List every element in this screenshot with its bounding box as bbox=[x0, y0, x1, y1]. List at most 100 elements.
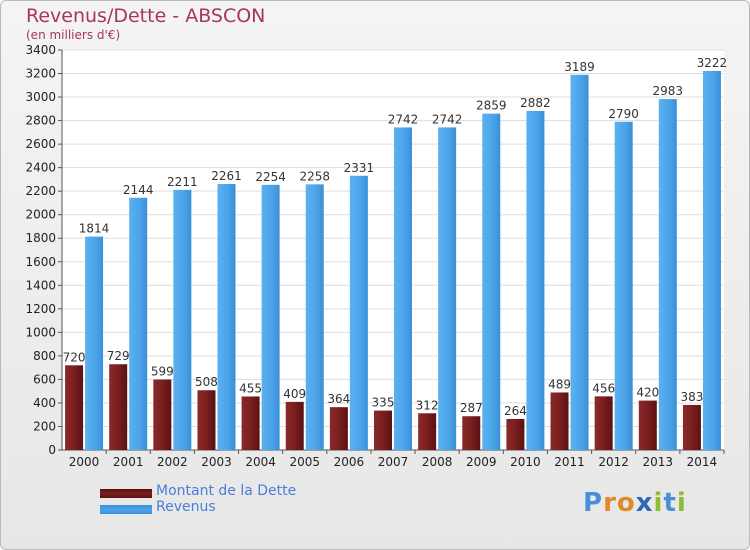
bar-dette bbox=[682, 404, 701, 450]
bar-dette bbox=[285, 401, 304, 450]
bar-revenus-label: 2144 bbox=[123, 183, 154, 197]
bar-revenus bbox=[305, 184, 324, 450]
bar-revenus bbox=[261, 184, 280, 450]
bar-dette bbox=[638, 400, 657, 450]
bar-revenus-label: 2983 bbox=[653, 84, 684, 98]
plot-area bbox=[62, 50, 724, 450]
y-tick-label: 3200 bbox=[25, 67, 56, 81]
y-tick-label: 800 bbox=[33, 349, 56, 363]
bar-revenus-label: 2790 bbox=[608, 107, 639, 121]
chart-title: Revenus/Dette - ABSCON bbox=[26, 5, 266, 27]
y-tick-label: 3400 bbox=[25, 43, 56, 57]
bar-revenus-label: 2742 bbox=[388, 112, 419, 126]
x-tick-label: 2000 bbox=[69, 455, 100, 469]
y-tick-label: 2200 bbox=[25, 184, 56, 198]
logo-letter: i bbox=[653, 488, 664, 518]
logo-letter: P bbox=[583, 488, 604, 518]
bar-dette-label: 720 bbox=[63, 350, 86, 364]
y-tick-label: 2800 bbox=[25, 114, 56, 128]
bar-dette bbox=[241, 396, 260, 450]
bar-dette-label: 409 bbox=[283, 387, 306, 401]
y-tick-label: 200 bbox=[33, 419, 56, 433]
bar-revenus-label: 2258 bbox=[299, 169, 330, 183]
bar-dette-label: 508 bbox=[195, 375, 218, 389]
bar-dette-label: 456 bbox=[592, 381, 615, 395]
bar-dette-label: 489 bbox=[548, 377, 571, 391]
x-tick-label: 2006 bbox=[334, 455, 365, 469]
bar-dette-label: 420 bbox=[636, 386, 659, 400]
legend-label-revenus: Revenus bbox=[156, 499, 216, 515]
bar-revenus bbox=[658, 99, 677, 450]
bar-revenus-label: 2742 bbox=[432, 112, 463, 126]
bar-revenus bbox=[349, 175, 368, 450]
bar-dette bbox=[418, 413, 437, 450]
x-tick-label: 2007 bbox=[378, 455, 409, 469]
y-tick-label: 2400 bbox=[25, 161, 56, 175]
x-tick-label: 2001 bbox=[113, 455, 144, 469]
x-tick-label: 2012 bbox=[598, 455, 629, 469]
bar-dette-label: 264 bbox=[504, 404, 527, 418]
bar-revenus-label: 2331 bbox=[344, 161, 375, 175]
bar-revenus bbox=[526, 110, 545, 451]
bar-revenus bbox=[570, 74, 589, 450]
bar-revenus-label: 3222 bbox=[697, 56, 728, 70]
bar-dette bbox=[153, 379, 172, 450]
bar-dette-label: 383 bbox=[680, 390, 703, 404]
bar-dette-label: 312 bbox=[416, 398, 439, 412]
y-tick-label: 600 bbox=[33, 372, 56, 386]
x-tick-label: 2008 bbox=[422, 455, 453, 469]
bar-dette bbox=[550, 392, 569, 450]
y-tick-label: 2600 bbox=[25, 137, 56, 151]
bar-revenus bbox=[438, 127, 457, 450]
bar-dette bbox=[506, 418, 525, 450]
y-tick-label: 0 bbox=[48, 443, 56, 457]
bar-dette-label: 287 bbox=[460, 401, 483, 415]
bar-dette bbox=[374, 410, 392, 450]
x-tick-label: 2003 bbox=[201, 455, 232, 469]
bar-dette-label: 729 bbox=[107, 349, 130, 363]
y-tick-label: 1600 bbox=[25, 255, 56, 269]
bar-revenus-label: 2859 bbox=[476, 99, 507, 113]
logo-letter: t bbox=[663, 488, 677, 518]
bar-dette bbox=[109, 364, 128, 450]
logo-letter: i bbox=[676, 488, 687, 518]
logo-letter: x bbox=[635, 488, 654, 518]
x-tick-label: 2009 bbox=[466, 455, 497, 469]
bar-revenus-label: 2254 bbox=[255, 170, 286, 184]
x-tick-label: 2005 bbox=[289, 455, 320, 469]
logo-letter: r bbox=[603, 488, 617, 518]
bar-revenus-label: 3189 bbox=[564, 60, 595, 74]
legend-swatch-revenus bbox=[100, 505, 152, 514]
x-tick-label: 2004 bbox=[245, 455, 276, 469]
y-tick-label: 1200 bbox=[25, 302, 56, 316]
bar-dette-label: 335 bbox=[372, 396, 395, 410]
bar-dette bbox=[197, 390, 216, 450]
bar-revenus-label: 1814 bbox=[79, 222, 110, 236]
x-tick-label: 2010 bbox=[510, 455, 541, 469]
proxiti-logo: Proxiti bbox=[583, 488, 687, 518]
bar-dette bbox=[594, 396, 613, 450]
chart-subtitle: (en milliers d'€) bbox=[26, 28, 121, 42]
x-tick-label: 2011 bbox=[554, 455, 585, 469]
y-tick-label: 2000 bbox=[25, 208, 56, 222]
y-tick-label: 3000 bbox=[25, 90, 56, 104]
legend-label-dette: Montant de la Dette bbox=[156, 483, 297, 499]
bar-revenus bbox=[702, 70, 721, 451]
bar-revenus-label: 2882 bbox=[520, 96, 551, 110]
bar-dette bbox=[329, 407, 348, 450]
x-tick-label: 2014 bbox=[687, 455, 718, 469]
bar-revenus bbox=[173, 189, 192, 450]
bar-dette bbox=[462, 416, 481, 450]
bar-dette-label: 364 bbox=[327, 392, 350, 406]
bar-dette-label: 599 bbox=[151, 365, 174, 379]
x-tick-label: 2013 bbox=[643, 455, 674, 469]
y-tick-label: 1800 bbox=[25, 231, 56, 245]
legend-swatch-dette bbox=[100, 489, 152, 498]
bar-revenus-label: 2211 bbox=[167, 175, 198, 189]
bar-revenus bbox=[217, 184, 236, 450]
bar-revenus bbox=[614, 121, 633, 450]
bar-revenus bbox=[85, 236, 104, 450]
y-tick-label: 1000 bbox=[25, 325, 56, 339]
bar-revenus bbox=[482, 113, 501, 450]
